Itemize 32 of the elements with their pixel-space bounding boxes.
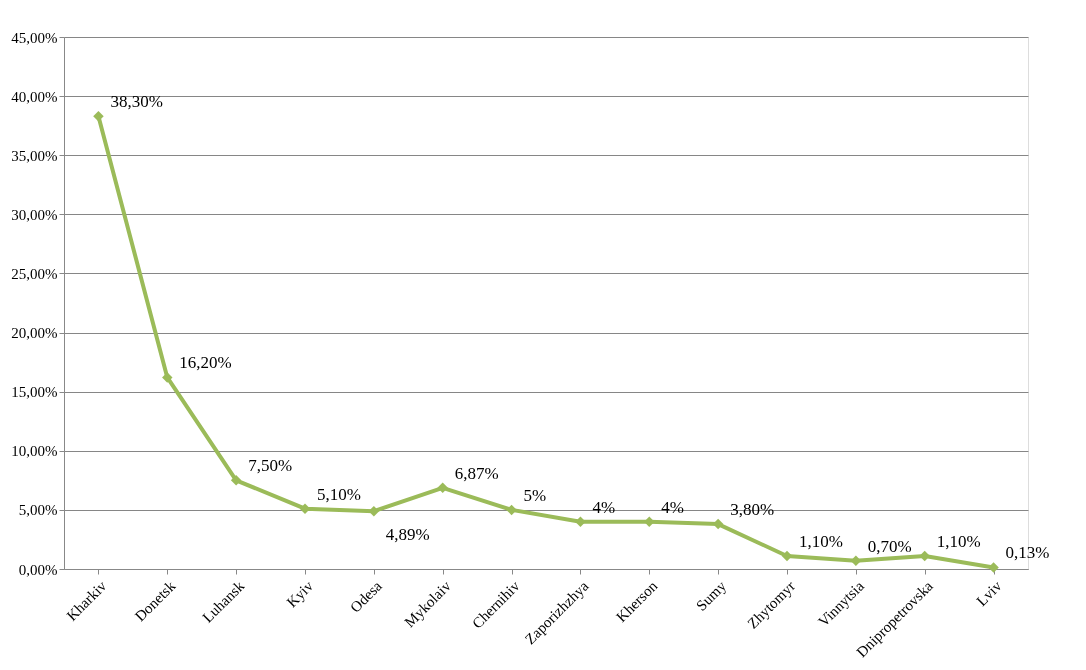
point (93, 110, 104, 122)
y-tick-label: 40,00% (11, 88, 58, 105)
y-tick-label: 15,00% (11, 384, 58, 401)
point (162, 372, 173, 383)
y-tick-label: 5,00% (18, 502, 58, 519)
point (506, 504, 517, 516)
data-label: 3,80% (730, 500, 775, 520)
data-label: 38,30% (110, 92, 163, 112)
point (437, 482, 448, 494)
point (919, 550, 930, 562)
data-label: 0,70% (867, 536, 912, 556)
point (988, 562, 999, 573)
y-tick-label: 35,00% (11, 147, 58, 164)
data-label: 4,89% (385, 525, 430, 545)
data-label: 5% (523, 485, 547, 505)
data-label: 0,13% (1005, 543, 1050, 563)
x-tick-label: Lviv (973, 577, 1006, 610)
y-tick-label: 45,00% (11, 29, 58, 46)
y-tick-label: 30,00% (11, 206, 58, 223)
data-label: 6,87% (454, 463, 499, 483)
data-label: 16,20% (179, 353, 232, 373)
y-tick-label: 10,00% (11, 443, 58, 460)
data-label: 5,10% (317, 484, 361, 504)
data-label: 4% (592, 497, 616, 517)
y-tick-label: 20,00% (11, 325, 58, 342)
point (230, 475, 242, 486)
y-tick-label: 25,00% (11, 265, 58, 282)
data-label: 1,10% (936, 532, 981, 551)
data-label: 4% (661, 497, 684, 517)
y-tick-label: 0,00% (18, 561, 58, 578)
data-label: 1,10% (799, 532, 843, 551)
data-label: 7,50% (248, 456, 293, 476)
